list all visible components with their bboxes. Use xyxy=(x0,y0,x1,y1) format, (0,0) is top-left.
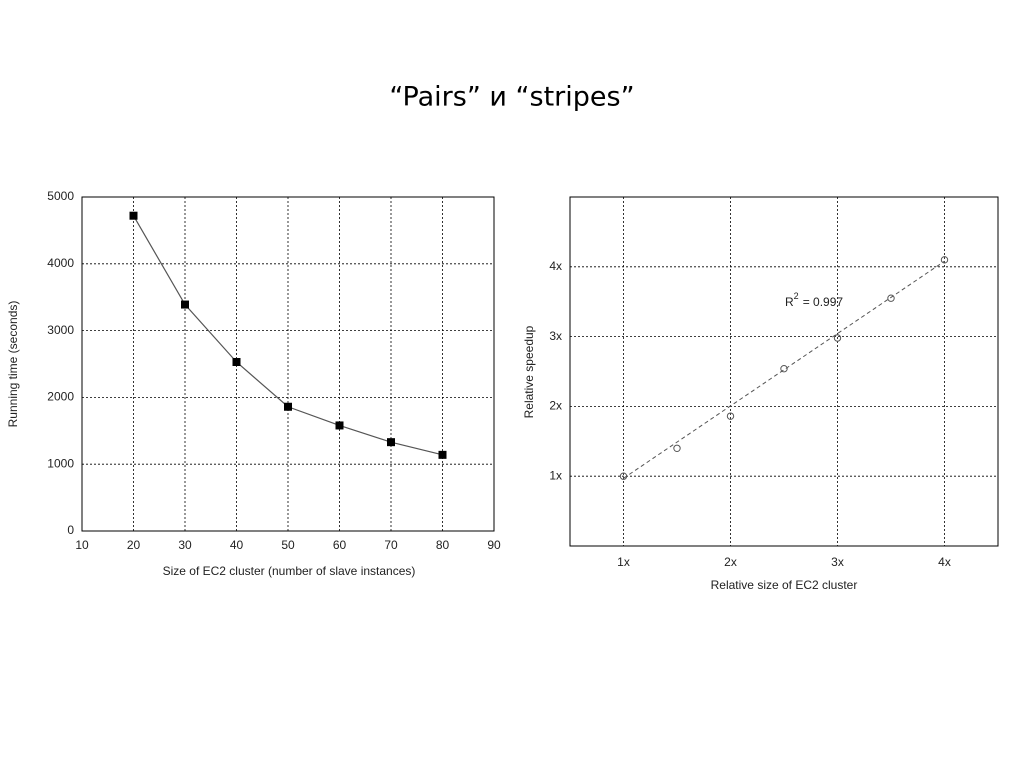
y-axis-label: Relative speedup xyxy=(522,325,536,418)
marker xyxy=(619,472,628,480)
marker xyxy=(181,300,189,309)
y-tick-label: 0 xyxy=(67,523,74,537)
x-tick-label: 2x xyxy=(724,555,737,569)
y-tick-label: 3000 xyxy=(47,323,74,337)
x-axis-label: Relative size of EC2 cluster xyxy=(711,578,858,592)
plot-frame xyxy=(569,196,999,547)
marker xyxy=(335,421,344,430)
chart: 10 20 30 40 50 60 70 80 90 0 1000 2000 3000 4000 5000 S… xyxy=(6,189,501,578)
marker xyxy=(284,402,292,411)
x-tick-label: 4x xyxy=(938,555,951,569)
marker xyxy=(387,438,395,447)
x-tick-label: 10 xyxy=(75,538,89,552)
x-tick-label: 30 xyxy=(178,538,192,552)
marker xyxy=(940,256,949,264)
marker xyxy=(129,211,138,220)
y-tick-label: 4x xyxy=(549,259,562,273)
marker xyxy=(726,412,735,420)
annotation-superscript: 2 xyxy=(794,291,799,301)
y-tick-label: 5000 xyxy=(47,189,74,203)
x-tick-label: 80 xyxy=(436,538,450,552)
y-tick-label: 1000 xyxy=(47,456,74,470)
y-tick-label: 4000 xyxy=(47,256,74,270)
x-tick-label: 40 xyxy=(230,538,244,552)
marker xyxy=(673,444,681,452)
x-tick-label: 3x xyxy=(831,555,844,569)
marker xyxy=(780,365,788,373)
x-tick-label: 50 xyxy=(281,538,295,552)
y-tick-label: 2000 xyxy=(47,390,74,404)
chart: 1x 2x 3x 4x 1x 2x 3x 4x Relative size of EC2 clu… xyxy=(522,196,999,592)
x-tick-label: 20 xyxy=(127,538,141,552)
x-tick-label: 70 xyxy=(384,538,398,552)
marker xyxy=(232,357,241,366)
marker xyxy=(833,334,842,342)
x-tick-label: 60 xyxy=(333,538,347,552)
y-tick-label: 1x xyxy=(549,468,562,482)
marker xyxy=(887,294,895,302)
slide-title: “Pairs” и “stripes” xyxy=(389,82,634,113)
y-axis-label: Running time (seconds) xyxy=(6,301,20,428)
annotation-base: R xyxy=(785,295,794,309)
x-tick-label: 90 xyxy=(487,538,501,552)
annotation: R2 = 0.997 xyxy=(785,291,843,309)
y-tick-label: 3x xyxy=(549,329,562,343)
marker xyxy=(438,450,447,459)
annotation-text: = 0.997 xyxy=(803,295,844,309)
plot-frame xyxy=(81,196,495,532)
y-tick-label: 2x xyxy=(549,399,562,413)
trend-line xyxy=(623,260,945,479)
x-tick-label: 1x xyxy=(617,555,630,569)
x-axis-label: Size of EC2 cluster (number of slave ins… xyxy=(163,564,416,578)
